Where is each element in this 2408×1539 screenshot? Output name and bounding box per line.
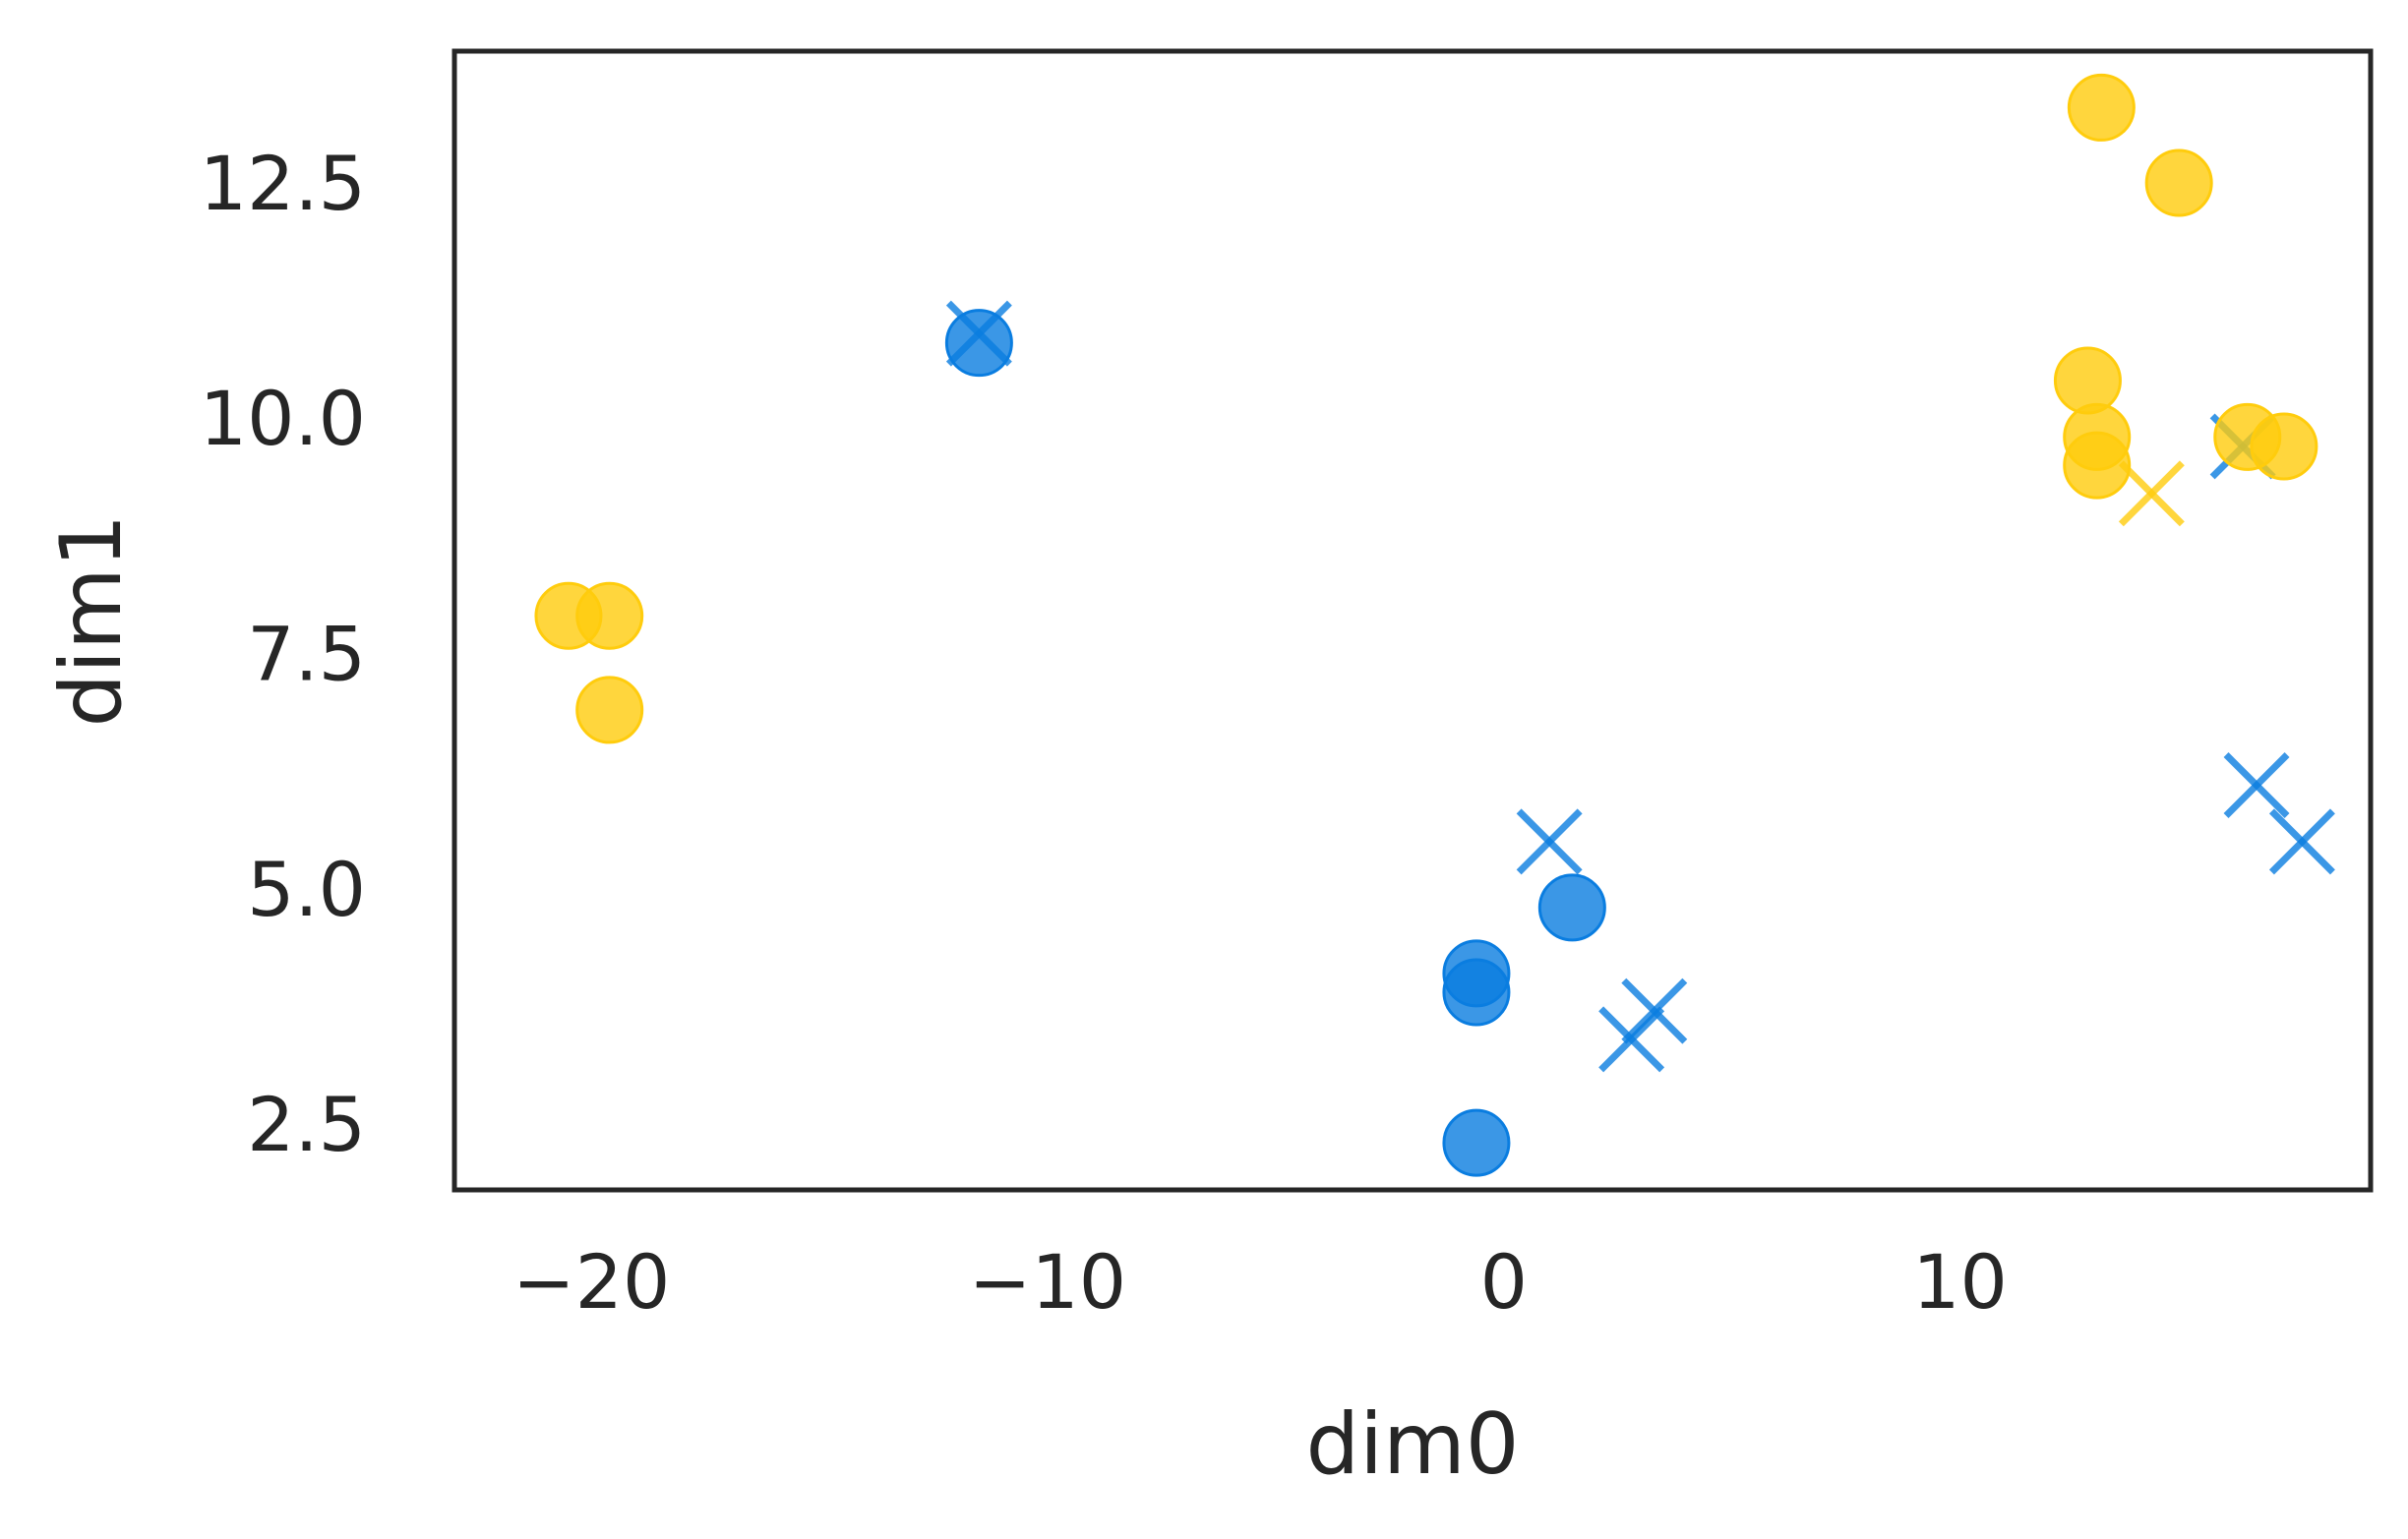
data-point-x xyxy=(2223,752,2290,818)
x-axis-label: dim0 xyxy=(1306,1395,1520,1494)
data-point-x xyxy=(2118,460,2185,527)
data-point-circle xyxy=(2067,73,2136,142)
data-point-circle xyxy=(575,676,644,744)
x-tick-label: 10 xyxy=(1912,1238,2008,1326)
y-tick-label: 5.0 xyxy=(247,846,366,933)
x-tick-label: 0 xyxy=(1480,1238,1528,1326)
data-point-x xyxy=(1598,1006,1665,1073)
data-point-circle xyxy=(2063,431,2132,500)
plot-frame xyxy=(452,48,2374,1193)
data-point-circle xyxy=(575,581,644,650)
points-layer xyxy=(534,73,2335,1177)
x-tick-label: −20 xyxy=(512,1238,670,1326)
data-point-x xyxy=(945,300,1012,367)
data-point-circle xyxy=(2053,346,2122,415)
data-point-circle xyxy=(1442,958,1511,1027)
data-point-x xyxy=(1621,977,1688,1044)
data-point-circle xyxy=(944,309,1013,378)
y-tick-label: 10.0 xyxy=(200,375,366,462)
data-point-circle xyxy=(1442,1108,1511,1177)
data-point-circle xyxy=(2144,148,2213,217)
y-tick-label: 12.5 xyxy=(200,140,366,227)
y-tick-label: 7.5 xyxy=(247,610,366,697)
data-point-circle xyxy=(2250,412,2318,481)
y-axis-label: dim1 xyxy=(42,514,141,728)
y-tick-label: 2.5 xyxy=(247,1081,366,1168)
data-point-x xyxy=(1516,808,1583,875)
ticks-layer: −20 −10 0 10 2.5 5.0 7.5 10.0 12.5 xyxy=(200,140,2008,1326)
x-tick-label: −10 xyxy=(969,1238,1126,1326)
data-point-x xyxy=(2268,808,2335,875)
data-point-circle xyxy=(1537,873,1606,942)
